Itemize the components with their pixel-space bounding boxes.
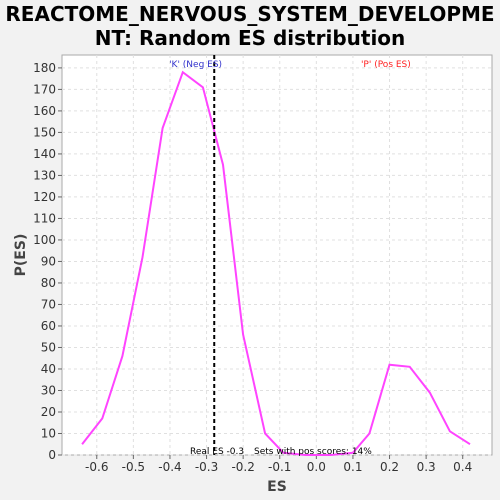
y-tick-label: 40 bbox=[41, 362, 56, 376]
y-tick-label: 60 bbox=[41, 319, 56, 333]
x-tick-label: 0.2 bbox=[380, 460, 399, 474]
series-line bbox=[81, 70, 471, 456]
y-tick-label: 50 bbox=[41, 340, 56, 354]
neg-es-label: 'K' (Neg ES) bbox=[169, 60, 222, 70]
y-tick-label: 150 bbox=[33, 125, 56, 139]
y-tick-label: 80 bbox=[41, 276, 56, 290]
y-tick-label: 30 bbox=[41, 383, 56, 397]
pos-scores-text: Sets with pos scores: 14% bbox=[254, 447, 372, 457]
chart-title-line-2: NT: Random ES distribution bbox=[94, 26, 406, 50]
x-axis: -0.6 -0.5 -0.4 -0.3 -0.2 -0.1 0.0 0.1 0.2 0.3 0.4 bbox=[85, 455, 472, 474]
x-tick-label: -0.3 bbox=[195, 460, 218, 474]
x-tick-label: 0.3 bbox=[417, 460, 436, 474]
y-tick-label: 170 bbox=[33, 82, 56, 96]
x-tick-label: -0.5 bbox=[122, 460, 145, 474]
x-tick-label: -0.1 bbox=[268, 460, 291, 474]
y-tick-label: 10 bbox=[41, 426, 56, 440]
grid bbox=[62, 55, 492, 456]
y-tick-label: 160 bbox=[33, 104, 56, 118]
x-tick-label: 0.1 bbox=[343, 460, 362, 474]
x-axis-label: ES bbox=[267, 479, 287, 495]
y-tick-label: 20 bbox=[41, 405, 56, 419]
y-tick-label: 140 bbox=[33, 147, 56, 161]
y-axis: 0 10 20 30 40 50 60 70 80 90 100 110 120 130 140 150 160… bbox=[33, 61, 62, 462]
y-axis-label: P(ES) bbox=[13, 234, 29, 277]
real-es-text: Real ES -0.3 bbox=[190, 447, 244, 457]
x-tick-label: 0.4 bbox=[453, 460, 472, 474]
y-tick-label: 100 bbox=[33, 233, 56, 247]
chart-title-line-1: REACTOME_NERVOUS_SYSTEM_DEVELOPME bbox=[5, 2, 495, 26]
y-tick-label: 0 bbox=[48, 448, 56, 462]
x-tick-label: -0.2 bbox=[231, 460, 254, 474]
pos-es-label: 'P' (Pos ES) bbox=[361, 60, 411, 70]
y-tick-label: 110 bbox=[33, 211, 56, 225]
x-tick-label: -0.6 bbox=[85, 460, 108, 474]
y-tick-label: 90 bbox=[41, 254, 56, 268]
y-tick-label: 180 bbox=[33, 61, 56, 75]
y-tick-label: 120 bbox=[33, 190, 56, 204]
chart-title: REACTOME_NERVOUS_SYSTEM_DEVELOPME NT: Ra… bbox=[0, 2, 500, 50]
x-tick-label: -0.4 bbox=[158, 460, 181, 474]
x-tick-label: 0.0 bbox=[307, 460, 326, 474]
plot-area bbox=[61, 54, 493, 456]
y-tick-label: 70 bbox=[41, 297, 56, 311]
y-tick-label: 130 bbox=[33, 168, 56, 182]
